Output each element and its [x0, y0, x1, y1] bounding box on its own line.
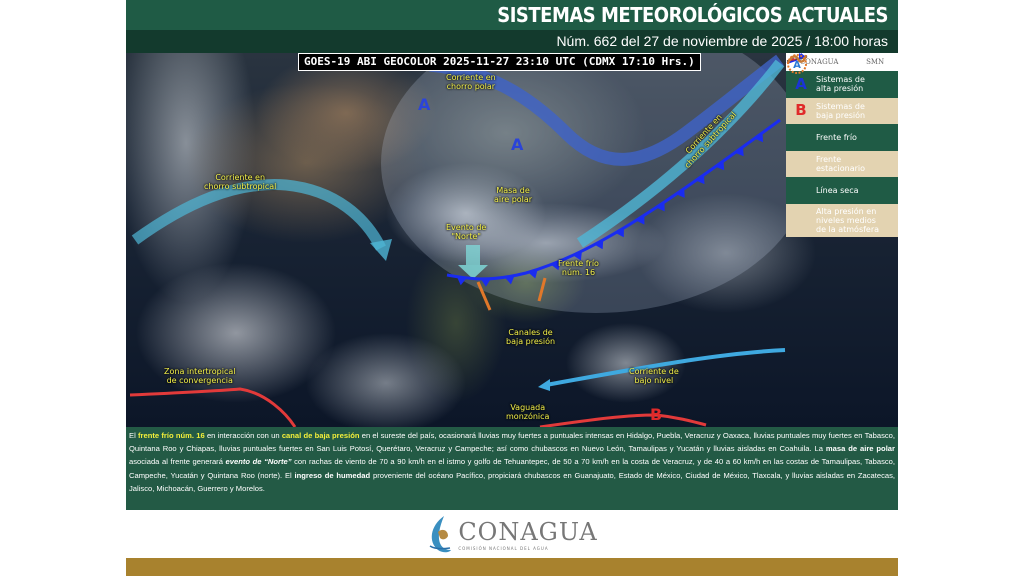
cold-front-triangle [456, 276, 467, 286]
weather-map: GOES-19 ABI GEOCOLOR 2025-11-27 23:10 UT… [126, 53, 898, 427]
high-pressure-marker: A [511, 135, 524, 154]
label-norte-event: Evento de "Norte" [446, 223, 487, 241]
logo-name: CONAGUA [458, 517, 598, 546]
map-overlay [129, 53, 811, 427]
cold-front-triangle [656, 201, 665, 212]
legend-label: Alta presión en niveles medios de la atm… [816, 206, 880, 234]
cold-front-triangle [528, 269, 538, 279]
cold-front-triangle [715, 160, 725, 171]
logo-subtitle: COMISIÓN NACIONAL DEL AGUA [458, 545, 549, 551]
low-pressure-icon: B [795, 101, 807, 120]
cold-front-triangle [676, 188, 685, 198]
conagua-emblem-icon [429, 516, 452, 553]
cold-front-triangles [456, 132, 764, 287]
cold-front-line [446, 118, 781, 281]
legend-label: Sistemas de alta presión [816, 75, 865, 94]
legend-item-low-pressure: B Sistemas de baja presión [786, 97, 898, 124]
low-level-jet-arrow [545, 348, 786, 387]
text: con rachas de viento de 70 a 90 km/h en … [129, 457, 895, 480]
legend-item-cold-front: Frente frío [786, 53, 898, 151]
dry-line [476, 281, 492, 311]
high-pressure-icon: A [795, 74, 807, 93]
legend-label: Línea seca [816, 185, 859, 195]
highlight: evento de “Norte” [225, 457, 292, 467]
subtropical-jet-right-arrow [576, 59, 785, 248]
arrowhead [370, 239, 392, 261]
cold-front-triangle [754, 132, 764, 143]
bulletin-text: El frente frío núm. 16 en interacción co… [126, 427, 898, 510]
high-pressure-marker: A [418, 95, 431, 114]
itcz-line [129, 387, 297, 427]
arrowhead [538, 379, 550, 391]
conagua-logo: CONAGUA [799, 58, 839, 66]
text: El [129, 431, 139, 440]
cold-front-triangle [594, 239, 604, 250]
label-troughs: Canales de baja presión [506, 328, 556, 346]
legend-item-high-pressure: A Sistemas de alta presión [786, 71, 898, 98]
legend-label: Sistemas de baja presión [816, 101, 866, 120]
cold-front-triangle [572, 250, 582, 261]
highlight: ingreso de humedad [294, 470, 371, 480]
page-subtitle: Núm. 662 del 27 de noviembre de 2025 / 1… [126, 30, 898, 53]
footer-logo: CONAGUA COMISIÓN NACIONAL DEL AGUA [126, 510, 898, 558]
cold-front-triangle [504, 275, 515, 285]
satellite-timestamp: GOES-19 ABI GEOCOLOR 2025-11-27 23:10 UT… [298, 53, 701, 71]
label-polar-air-mass: Masa de aire polar [494, 186, 533, 204]
legend-item-stationary-front: Frente estacionario [786, 53, 898, 177]
page-title: SISTEMAS METEOROLÓGICOS ACTUALES [126, 0, 898, 30]
label-cold-front: Frente frío núm. 16 [558, 259, 599, 277]
cold-front-triangle [734, 146, 744, 157]
cold-front-triangle [615, 227, 624, 238]
label-itcz: Zona intertropical de convergencia [164, 367, 236, 385]
low-pressure-marker: B [650, 405, 663, 424]
highlight: frente frío núm. 16 [138, 431, 205, 440]
svg-text:A: A [793, 60, 801, 71]
label-subtropical-jet-left: Corriente en chorro subtropical [204, 173, 277, 191]
monsoon-trough-line [539, 413, 707, 427]
footer-bar [126, 558, 898, 576]
highlight: masa de aire polar [825, 444, 895, 454]
text: proveniente del océano Pacífico, propici… [129, 470, 896, 493]
polar-jet-arrow [429, 54, 784, 166]
text: asociada al frente generará [129, 457, 226, 467]
label-monsoon-trough: Vaguada monzónica [506, 403, 550, 421]
legend-item-mid-level-high: A Alta presión en niveles medios de la at… [786, 54, 898, 237]
legend-logos: CONAGUA SMN [786, 53, 898, 71]
bulletin-frame: SISTEMAS METEOROLÓGICOS ACTUALES Núm. 66… [126, 0, 898, 576]
legend-label: Frente estacionario [816, 154, 866, 173]
cold-front-triangle [635, 215, 645, 225]
norte-arrow-shaft [466, 245, 480, 265]
text: en interacción con un [204, 431, 282, 440]
legend-item-dry-line: Línea seca [786, 54, 898, 204]
label-polar-jet: Corriente en chorro polar [446, 73, 496, 91]
label-low-level-jet: Corriente de bajo nivel [629, 367, 679, 385]
highlight: canal de baja presión [281, 431, 360, 440]
norte-arrow-head [458, 265, 488, 279]
text: en el sureste del país, ocasionará lluvi… [129, 431, 895, 454]
cold-front-triangle [695, 174, 705, 185]
smn-logo: SMN [866, 58, 885, 66]
subtropical-jet-left-arrow [131, 179, 386, 251]
dry-line [537, 277, 547, 302]
satellite-image [126, 53, 898, 427]
cold-front-triangle [550, 260, 561, 271]
cold-front-triangle [480, 278, 491, 287]
legend-label: Frente frío [816, 132, 857, 142]
